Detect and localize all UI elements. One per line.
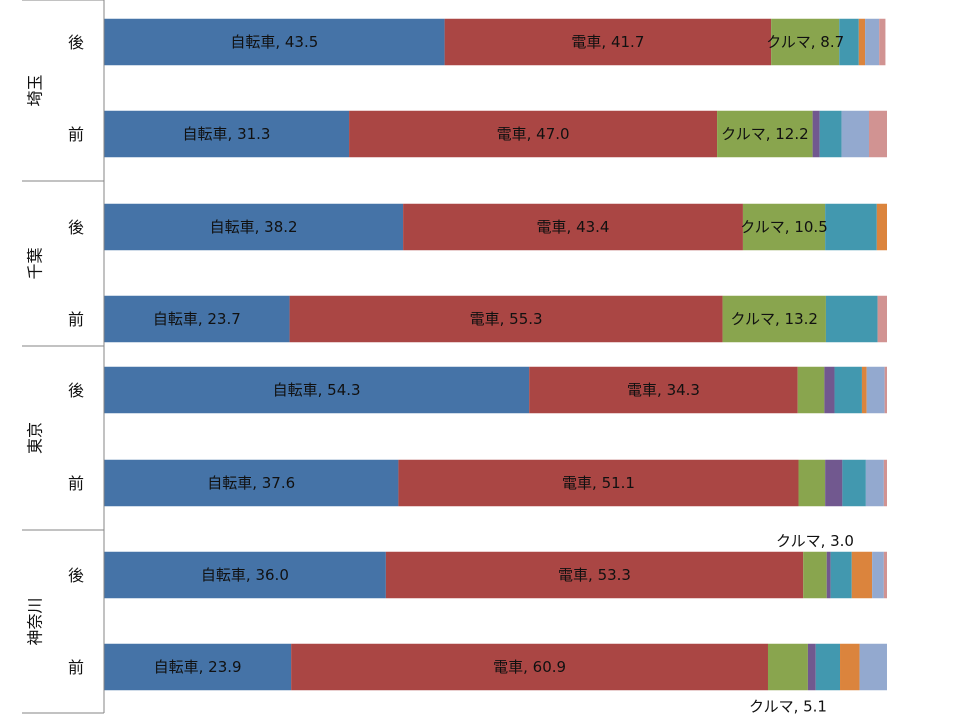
bar-segment xyxy=(841,110,869,158)
data-label: 電車, 51.1 xyxy=(562,474,635,492)
row-label: 前 xyxy=(68,125,84,144)
bar-segment xyxy=(812,110,820,158)
bar-segment xyxy=(825,295,878,343)
bar-segment xyxy=(771,18,840,66)
bar-segment xyxy=(722,295,826,343)
data-label: 自転車, 43.5 xyxy=(230,33,318,51)
row-label: 後 xyxy=(68,566,84,585)
group-label: 神奈川 xyxy=(26,597,45,645)
bar-segment xyxy=(797,366,825,414)
data-label: 自転車, 36.0 xyxy=(201,566,289,584)
bar-segment xyxy=(798,459,826,507)
bar-segment xyxy=(830,551,852,599)
bar-segment xyxy=(876,203,887,251)
data-label: 自転車, 54.3 xyxy=(273,381,361,399)
bar-segment xyxy=(398,459,799,507)
bar-segment xyxy=(529,366,798,414)
bar-segment xyxy=(291,643,768,691)
data-label: 自転車, 23.7 xyxy=(153,310,241,328)
data-label: 自転車, 37.6 xyxy=(207,474,295,492)
bar-segment xyxy=(825,203,877,251)
data-label: クルマ, 13.2 xyxy=(730,310,818,328)
bar-segment xyxy=(807,643,816,691)
row-label: 前 xyxy=(68,658,84,677)
row-label: 前 xyxy=(68,474,84,493)
bar-segment xyxy=(104,203,404,251)
bar-segment xyxy=(803,551,827,599)
bar-segment xyxy=(868,110,887,158)
bar-segment xyxy=(834,366,862,414)
bar-segment xyxy=(884,366,887,414)
bar-segment xyxy=(104,459,399,507)
data-label: 電車, 53.3 xyxy=(558,566,631,584)
bar-segment xyxy=(859,643,887,691)
bar-segment xyxy=(742,203,826,251)
data-label: 電車, 60.9 xyxy=(493,658,566,676)
row-label: 後 xyxy=(68,218,84,237)
data-label: 電車, 41.7 xyxy=(571,33,644,51)
bar-segment xyxy=(865,459,884,507)
bar-segment xyxy=(877,295,887,343)
bar-segment xyxy=(861,366,867,414)
bar-segment xyxy=(858,18,866,66)
data-label: 電車, 34.3 xyxy=(627,381,700,399)
bar-segment xyxy=(289,295,723,343)
data-label: クルマ, 3.0 xyxy=(776,532,854,550)
data-label: クルマ, 5.1 xyxy=(749,697,827,715)
data-label: クルマ, 12.2 xyxy=(721,125,809,143)
bar-segment xyxy=(717,110,813,158)
data-label: 電車, 43.4 xyxy=(537,218,610,236)
bar-segment xyxy=(872,551,884,599)
bar-segment xyxy=(866,366,885,414)
bar-segment xyxy=(824,366,835,414)
bar-segment xyxy=(104,551,386,599)
data-label: クルマ, 10.5 xyxy=(740,218,828,236)
bar-segment xyxy=(104,366,530,414)
bar-segment xyxy=(104,18,445,66)
bar-segment xyxy=(444,18,772,66)
bar-segment xyxy=(767,643,808,691)
data-label: 電車, 47.0 xyxy=(497,125,570,143)
bar-segment xyxy=(349,110,718,158)
group-label: 千葉 xyxy=(26,247,45,279)
bar-segment xyxy=(104,643,292,691)
row-label: 後 xyxy=(68,33,84,52)
bar-segment xyxy=(840,643,860,691)
bar-segment xyxy=(385,551,804,599)
data-label: 電車, 55.3 xyxy=(470,310,543,328)
bar-segment xyxy=(815,643,841,691)
bar-segment xyxy=(851,551,873,599)
bar-segment xyxy=(104,295,290,343)
bar-segment xyxy=(819,110,842,158)
bar-segment xyxy=(865,18,880,66)
bar-segment xyxy=(883,459,887,507)
data-label: クルマ, 8.7 xyxy=(766,33,844,51)
bar-segment xyxy=(839,18,859,66)
bar-segment xyxy=(842,459,866,507)
bar-segment xyxy=(879,18,886,66)
bar-segment xyxy=(104,110,350,158)
bar-segment xyxy=(883,551,887,599)
bar-segment xyxy=(826,551,831,599)
bar-segment xyxy=(403,203,743,251)
row-label: 前 xyxy=(68,310,84,329)
data-label: 自転車, 31.3 xyxy=(183,125,271,143)
data-label: 自転車, 23.9 xyxy=(154,658,242,676)
bar-segment xyxy=(825,459,843,507)
data-label: 自転車, 38.2 xyxy=(210,218,298,236)
group-label: 埼玉 xyxy=(26,74,45,106)
row-label: 後 xyxy=(68,381,84,400)
group-label: 東京 xyxy=(26,422,45,454)
